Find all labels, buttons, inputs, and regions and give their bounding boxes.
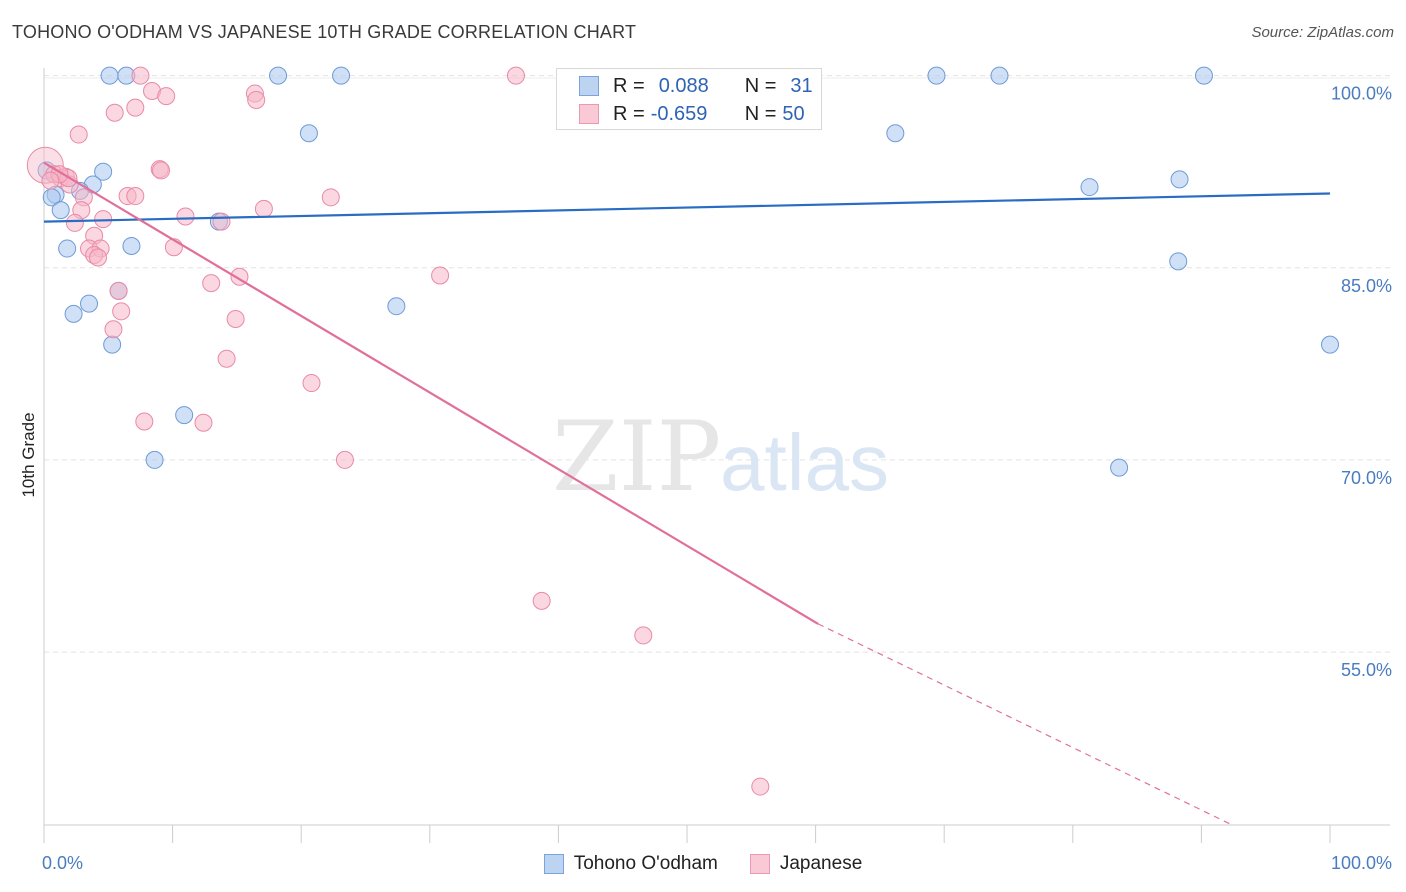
point-japanese <box>302 374 321 393</box>
point-japanese <box>104 320 123 339</box>
x-tick-label: 0.0% <box>42 853 83 873</box>
n-value: 50 <box>782 102 805 125</box>
legend-swatch-japanese <box>579 104 599 124</box>
point-tohono <box>145 450 164 469</box>
point-tohono <box>332 66 351 85</box>
point-japanese <box>176 207 195 226</box>
y-tick-label: 70.0% <box>1341 468 1392 488</box>
point-japanese <box>247 90 266 109</box>
point-tohono <box>94 162 113 181</box>
point-tohono <box>299 124 318 143</box>
point-japanese <box>135 412 154 431</box>
point-tohono <box>1170 170 1189 189</box>
n-label: N = <box>744 102 777 125</box>
y-tick-label: 85.0% <box>1341 276 1392 296</box>
trend-lines <box>43 161 1331 826</box>
point-tohono <box>64 304 83 323</box>
grid-lines <box>44 75 1390 653</box>
point-japanese <box>157 87 176 106</box>
point-japanese <box>65 213 84 232</box>
point-tohono <box>269 66 288 85</box>
y-tick-label: 55.0% <box>1341 660 1392 680</box>
point-tohono <box>387 297 406 316</box>
watermark-atlas: atlas <box>720 418 889 507</box>
point-tohono <box>1194 66 1213 85</box>
point-japanese <box>131 66 150 85</box>
trend-line-japanese-extrapolated <box>817 623 1233 826</box>
r-value: -0.659 <box>650 102 708 125</box>
legend-swatch-japanese <box>749 854 770 874</box>
y-tick-label: 100.0% <box>1331 84 1392 104</box>
point-japanese <box>94 210 113 229</box>
point-japanese <box>109 281 128 300</box>
point-japanese <box>126 98 145 117</box>
y-tick-labels: 100.0% 85.0% 70.0% 55.0% <box>1331 84 1392 680</box>
series-legend: Tohono O'odham Japanese <box>0 850 1406 878</box>
point-japanese <box>202 274 221 293</box>
point-japanese <box>506 66 525 85</box>
point-tohono <box>1110 458 1129 477</box>
legend-item-tohono: Tohono O'odham <box>543 853 718 875</box>
watermark-zip: ZIP <box>552 401 721 513</box>
point-tohono <box>100 66 119 85</box>
point-japanese <box>634 626 653 645</box>
point-japanese <box>217 349 236 368</box>
watermark: ZIP atlas <box>552 401 889 513</box>
r-label: R = <box>613 74 645 97</box>
point-japanese <box>112 302 131 321</box>
axes <box>43 68 1390 843</box>
n-value: 31 <box>790 74 813 97</box>
legend-label-tohono: Tohono O'odham <box>573 853 718 874</box>
point-japanese <box>335 450 354 469</box>
point-japanese <box>212 212 231 231</box>
point-tohono <box>1080 178 1099 197</box>
point-japanese <box>194 413 213 432</box>
x-tick-labels: 0.0% 100.0% <box>42 853 1392 873</box>
point-tohono <box>103 335 122 354</box>
point-tohono <box>1169 252 1188 271</box>
point-japanese <box>751 777 770 796</box>
point-tohono <box>80 294 99 313</box>
point-tohono <box>1321 335 1339 354</box>
point-japanese <box>431 266 450 285</box>
chart-title: TOHONO O'ODHAM VS JAPANESE 10TH GRADE CO… <box>12 22 637 42</box>
point-tohono <box>58 239 77 258</box>
point-japanese <box>41 171 60 190</box>
point-japanese <box>69 125 88 144</box>
point-tohono <box>122 236 141 255</box>
y-axis-label: 10th Grade <box>19 412 38 497</box>
point-tohono <box>886 124 905 143</box>
point-tohono <box>175 406 194 425</box>
point-japanese <box>126 187 145 206</box>
legend-swatch-tohono <box>579 76 599 96</box>
n-label: N = <box>744 74 777 97</box>
stats-row-japanese: R = -0.659 N = 50 <box>579 101 805 127</box>
legend-swatch-tohono <box>543 854 564 874</box>
x-tick-label: 100.0% <box>1331 853 1392 873</box>
point-japanese <box>532 591 551 610</box>
source-label: Source: ZipAtlas.com <box>1251 24 1394 41</box>
point-tohono <box>927 66 946 85</box>
legend-label-japanese: Japanese <box>779 853 863 874</box>
legend-item-japanese: Japanese <box>749 853 863 875</box>
r-label: R = <box>613 102 645 125</box>
point-japanese <box>89 248 108 267</box>
stats-row-tohono: R = 0.088 N = 31 <box>579 73 813 99</box>
point-japanese <box>321 188 340 207</box>
data-points <box>26 66 1339 796</box>
point-tohono <box>990 66 1009 85</box>
r-value: 0.088 <box>658 74 709 97</box>
trend-line-tohono <box>43 192 1331 223</box>
point-japanese <box>226 310 245 329</box>
point-japanese <box>105 103 124 122</box>
point-tohono <box>51 201 70 220</box>
point-japanese <box>152 161 171 180</box>
point-japanese <box>254 199 273 218</box>
stats-legend: R = 0.088 N = 31 R = -0.659 N = 50 <box>556 68 822 130</box>
trend-line-japanese <box>43 161 819 625</box>
